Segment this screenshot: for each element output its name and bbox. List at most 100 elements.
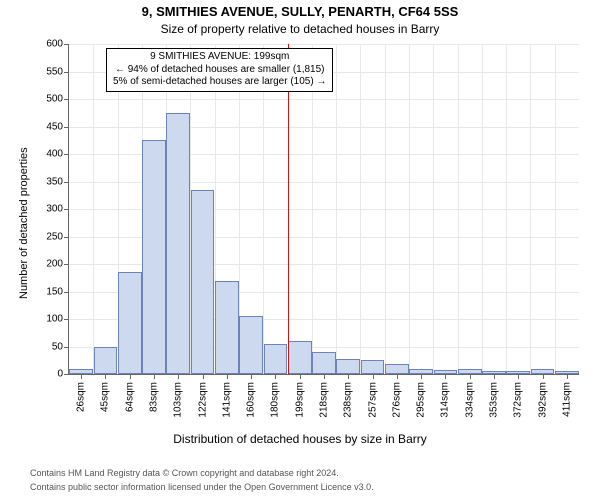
x-tick-label: 103sqm: [173, 382, 184, 418]
x-tick: [81, 374, 82, 379]
histogram-plot: 05010015020025030035040045050055060026sq…: [68, 44, 579, 375]
grid-line-v: [336, 44, 337, 374]
grid-line-v: [555, 44, 556, 374]
x-tick: [397, 374, 398, 379]
grid-line-v: [312, 44, 313, 374]
page-title: 9, SMITHIES AVENUE, SULLY, PENARTH, CF64…: [0, 4, 600, 19]
histogram-bar: [288, 341, 312, 374]
grid-line-v: [458, 44, 459, 374]
x-tick: [300, 374, 301, 379]
x-axis-title: Distribution of detached houses by size …: [0, 432, 600, 446]
y-tick: [64, 374, 69, 375]
x-tick: [470, 374, 471, 379]
x-tick-label: 238sqm: [343, 382, 354, 418]
grid-line-h: [69, 44, 579, 45]
x-tick-label: 257sqm: [367, 382, 378, 418]
x-tick: [543, 374, 544, 379]
x-tick-label: 199sqm: [294, 382, 305, 418]
y-tick: [64, 44, 69, 45]
grid-line-v: [482, 44, 483, 374]
y-tick: [64, 72, 69, 73]
y-tick: [64, 127, 69, 128]
histogram-bar: [361, 360, 385, 374]
histogram-bar: [482, 371, 506, 374]
x-tick-label: 314sqm: [440, 382, 451, 418]
x-tick: [445, 374, 446, 379]
x-tick: [154, 374, 155, 379]
page-subtitle: Size of property relative to detached ho…: [0, 22, 600, 36]
histogram-bar: [191, 190, 215, 374]
y-tick: [64, 182, 69, 183]
annotation-line: 9 SMITHIES AVENUE: 199sqm: [113, 51, 326, 64]
y-tick-label: 500: [46, 94, 63, 105]
y-tick: [64, 237, 69, 238]
x-tick: [373, 374, 374, 379]
annotation-line: 5% of semi-detached houses are larger (1…: [113, 76, 326, 89]
grid-line-v: [263, 44, 264, 374]
y-tick-label: 100: [46, 314, 63, 325]
x-tick: [275, 374, 276, 379]
y-tick-label: 250: [46, 231, 63, 242]
grid-line-h: [69, 127, 579, 128]
grid-line-v: [433, 44, 434, 374]
histogram-bar: [434, 370, 458, 374]
histogram-bar: [215, 281, 239, 375]
x-tick-label: 276sqm: [391, 382, 402, 418]
x-tick: [178, 374, 179, 379]
histogram-bar: [69, 369, 93, 375]
y-axis-title: Number of detached properties: [18, 147, 30, 299]
grid-line-h: [69, 99, 579, 100]
x-tick-label: 411sqm: [561, 382, 572, 417]
x-tick: [348, 374, 349, 379]
y-tick: [64, 154, 69, 155]
y-tick: [64, 99, 69, 100]
grid-line-v: [530, 44, 531, 374]
x-tick: [518, 374, 519, 379]
y-tick: [64, 209, 69, 210]
y-tick: [64, 264, 69, 265]
histogram-bar: [336, 359, 360, 374]
histogram-bar: [409, 369, 433, 375]
x-tick-label: 295sqm: [416, 382, 427, 418]
histogram-bar: [166, 113, 190, 374]
grid-line-v: [93, 44, 94, 374]
y-tick: [64, 292, 69, 293]
annotation-box: 9 SMITHIES AVENUE: 199sqm← 94% of detach…: [106, 48, 333, 92]
x-tick-label: 122sqm: [197, 382, 208, 418]
x-tick-label: 83sqm: [149, 382, 160, 412]
grid-line-v: [409, 44, 410, 374]
x-tick-label: 334sqm: [464, 382, 475, 418]
x-tick: [251, 374, 252, 379]
grid-line-v: [506, 44, 507, 374]
x-tick-label: 141sqm: [221, 382, 232, 418]
x-tick-label: 372sqm: [513, 382, 524, 418]
y-tick-label: 0: [57, 369, 63, 380]
x-tick-label: 26sqm: [76, 382, 87, 412]
y-tick-label: 450: [46, 121, 63, 132]
histogram-bar: [118, 272, 142, 374]
x-tick-label: 392sqm: [537, 382, 548, 418]
histogram-bar: [385, 364, 409, 374]
y-tick-label: 350: [46, 176, 63, 187]
x-tick-label: 218sqm: [319, 382, 330, 418]
y-tick-label: 300: [46, 204, 63, 215]
x-tick: [227, 374, 228, 379]
histogram-bar: [531, 369, 555, 375]
marker-line: [288, 44, 289, 374]
x-tick: [324, 374, 325, 379]
y-tick: [64, 347, 69, 348]
histogram-bar: [312, 352, 336, 374]
footer-line-1: Contains HM Land Registry data © Crown c…: [30, 468, 339, 478]
y-tick-label: 400: [46, 149, 63, 160]
histogram-bar: [94, 347, 118, 375]
y-tick-label: 150: [46, 286, 63, 297]
x-tick-label: 353sqm: [489, 382, 500, 418]
y-tick: [64, 319, 69, 320]
x-tick-label: 180sqm: [270, 382, 281, 418]
grid-line-v: [385, 44, 386, 374]
y-tick-label: 200: [46, 259, 63, 270]
histogram-bar: [239, 316, 263, 374]
grid-line-v: [360, 44, 361, 374]
histogram-bar: [506, 371, 530, 374]
x-tick-label: 45sqm: [100, 382, 111, 412]
